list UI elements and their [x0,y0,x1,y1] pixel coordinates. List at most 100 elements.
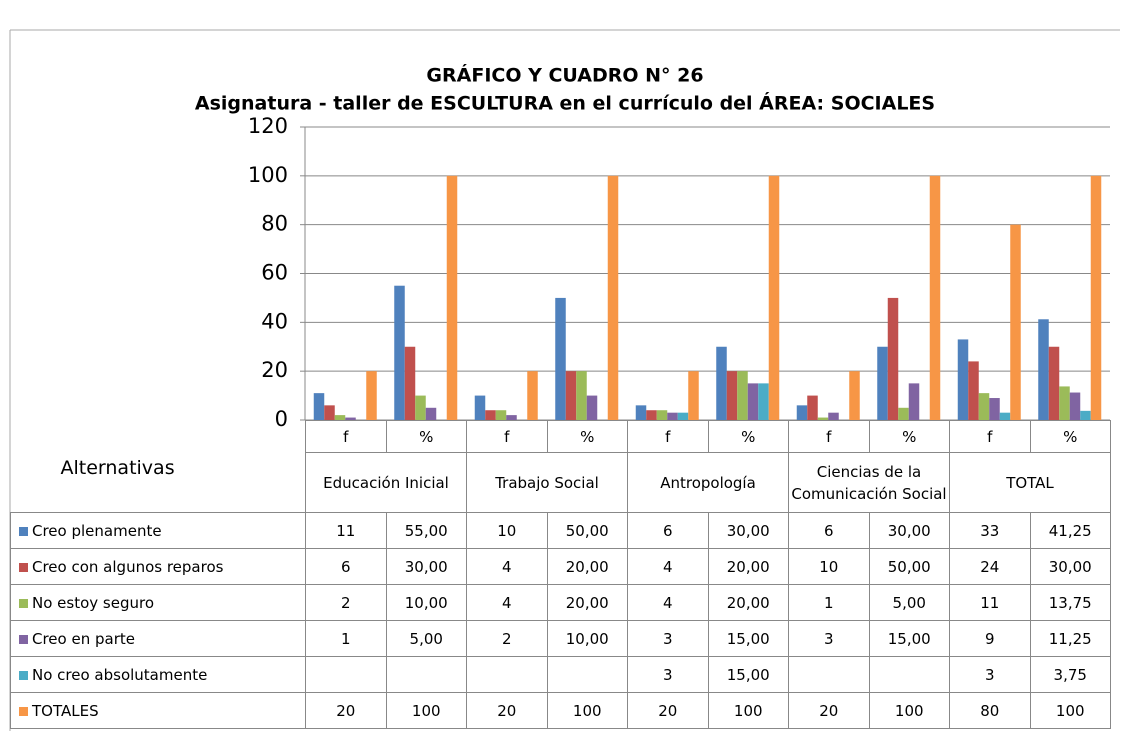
data-row: No estoy seguro 2 10,00 4 20,00 4 20,00 1 5,00 11… [10,584,1111,621]
legend-key [19,670,28,680]
table-cell: 9 [949,620,1031,657]
legend-key [19,706,28,716]
bar [1038,319,1049,420]
table-cell [546,656,628,693]
axis-row: f% f% f% f% f% [11,420,1111,453]
bar [1090,175,1102,420]
bar [1080,410,1091,420]
table-cell: 13,75 [1029,584,1111,621]
bar [394,285,405,420]
data-row: Creo en parte 1 5,00 2 10,00 3 15,00 3 15,00 9 11,… [10,620,1111,657]
bar [747,383,759,420]
data-table: f% f% f% f% f% Alternativas Educación Inicial T… [10,420,1111,729]
bar [1010,224,1021,420]
legend-key [19,634,28,644]
bar [726,371,738,420]
x-tick-label: % [868,420,950,453]
blank [11,421,306,453]
table-cell: 41,25 [1029,512,1111,549]
bar [324,405,335,420]
bar [968,361,979,420]
table-cell: 4 [466,548,548,585]
group-label: Ciencias de la Comunicación Social [788,452,950,513]
data-row: Creo con algunos reparos 6 30,00 4 20,00 4 20,… [10,548,1111,585]
legend-label: No estoy seguro [32,593,154,612]
table-cell: 55,00 [385,512,467,549]
group-label: Trabajo Social [466,452,628,513]
bar [957,339,969,420]
table-cell: 24 [949,548,1031,585]
table-cell: 20,00 [546,548,628,585]
table-cell: 15,00 [868,620,950,657]
bar [716,346,727,420]
bar [737,371,748,420]
table-cell: 30,00 [1029,548,1111,585]
table-cell: 20 [466,692,548,729]
table-cell: 30,00 [868,512,950,549]
x-tick-label: f [305,420,387,453]
bar [929,175,941,420]
table-cell: 33 [949,512,1031,549]
legend-entry: Creo con algunos reparos [10,548,306,585]
x-tick-label: % [546,420,628,453]
table-cell: 20 [788,692,870,729]
table-cell [868,656,950,693]
table-cell [788,656,870,693]
bar [758,383,769,420]
bar [607,175,619,420]
table-cell: 11 [305,512,387,549]
table-cell: 15,00 [707,620,789,657]
legend-entry: TOTALES [10,692,306,729]
table-cell: 30,00 [707,512,789,549]
x-tick-label: f [949,420,1031,453]
table-cell: 30,00 [385,548,467,585]
table-cell: 3 [627,620,709,657]
y-tick-label: 0 [275,407,288,431]
table-cell: 3,75 [1029,656,1111,693]
bar [807,395,818,420]
table-cell: 10,00 [546,620,628,657]
row-header: Alternativas [60,456,175,479]
chart-subtitle: Asignatura - taller de ESCULTURA en el c… [195,92,935,115]
bar [446,175,458,420]
y-tick-label: 40 [261,309,288,333]
table-cell: 1 [305,620,387,657]
bar [555,297,566,420]
bar [898,407,909,420]
table-cell [385,656,467,693]
bar [999,412,1011,420]
table-cell: 3 [788,620,870,657]
bar [849,371,860,420]
table-cell: 80 [949,692,1031,729]
legend-entry: Creo plenamente [10,512,306,549]
bar [565,371,577,420]
bar [677,412,689,420]
bar [656,410,668,420]
data-row: TOTALES 20 100 20 100 20 100 20 100 80 100 [10,692,1111,729]
bar [817,417,829,420]
bar [415,395,426,420]
table-cell: 20,00 [707,548,789,585]
data-row: Creo plenamente 11 55,00 10 50,00 6 30,00 6 30,0… [10,512,1111,549]
legend-entry: No creo absolutamente [10,656,306,693]
data-row: No creo absolutamente 3 15,00 3 3,75 [10,656,1111,693]
bar [334,415,346,420]
x-tick-label: % [385,420,467,453]
group-label: TOTAL [949,452,1111,513]
legend-entry: Creo en parte [10,620,306,657]
table-cell: 100 [546,692,628,729]
table-cell: 6 [788,512,870,549]
bar [1059,386,1070,420]
bar [908,383,920,420]
x-tick-label: % [707,420,789,453]
table-cell: 10 [466,512,548,549]
table-cell: 15,00 [707,656,789,693]
legend-key [19,598,28,608]
group-label: Antropología [627,452,789,513]
bar [495,410,507,420]
table-cell: 100 [707,692,789,729]
table-cell [466,656,548,693]
bar [345,417,356,420]
